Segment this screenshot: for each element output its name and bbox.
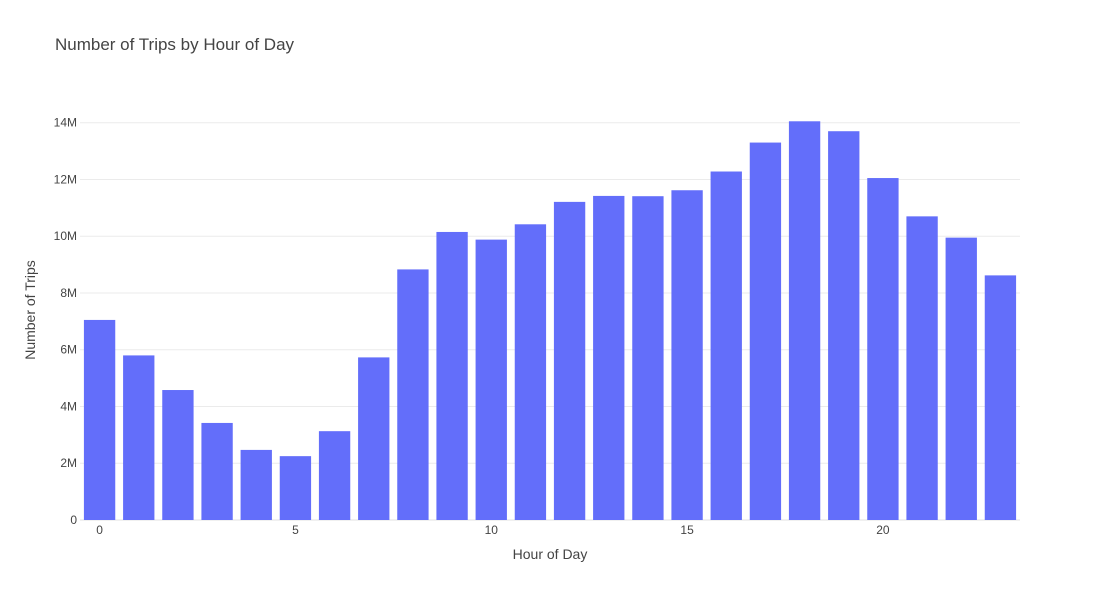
y-tick-label: 14M — [54, 116, 77, 130]
y-axis-ticks: 0 2M 4M 6M 8M 10M 12M 14M — [54, 116, 78, 527]
bar-hour-19[interactable] — [828, 131, 860, 520]
y-tick-label: 4M — [60, 399, 77, 413]
bar-hour-0[interactable] — [83, 319, 116, 520]
bar-hour-16[interactable] — [710, 171, 742, 520]
bar-hour-13[interactable] — [593, 195, 625, 520]
x-axis-ticks: 0 5 10 15 20 — [96, 523, 890, 537]
bar-hour-22[interactable] — [945, 237, 977, 520]
y-tick-label: 2M — [60, 456, 77, 470]
bar-hour-23[interactable] — [984, 275, 1017, 520]
grid-lines — [80, 122, 1020, 521]
bar-hour-1[interactable] — [123, 355, 155, 520]
y-tick-label: 12M — [54, 172, 77, 186]
bar-hour-3[interactable] — [201, 422, 233, 520]
chart-title: Number of Trips by Hour of Day — [55, 35, 295, 54]
bar-hour-17[interactable] — [749, 142, 782, 520]
x-tick-label: 20 — [876, 523, 890, 537]
x-tick-label: 5 — [292, 523, 299, 537]
x-axis-title: Hour of Day — [513, 546, 588, 562]
bar-hour-12[interactable] — [553, 201, 586, 521]
bar-hour-8[interactable] — [397, 269, 429, 520]
y-tick-label: 6M — [60, 343, 77, 357]
bar-hour-21[interactable] — [906, 216, 938, 520]
bar-hour-6[interactable] — [318, 431, 351, 520]
bar-hour-20[interactable] — [867, 178, 899, 521]
y-tick-label: 8M — [60, 286, 77, 300]
bar-hour-7[interactable] — [358, 357, 390, 520]
x-tick-label: 0 — [96, 523, 103, 537]
bar-hour-18[interactable] — [788, 121, 821, 520]
bar-hour-9[interactable] — [436, 231, 468, 520]
bar-hour-11[interactable] — [514, 224, 547, 520]
y-tick-label: 10M — [54, 229, 77, 243]
bar-hour-4[interactable] — [240, 449, 272, 520]
y-tick-label: 0 — [70, 513, 77, 527]
bar-hour-15[interactable] — [671, 190, 703, 521]
y-axis-title: Number of Trips — [22, 260, 38, 360]
bar-hour-2[interactable] — [162, 390, 194, 520]
bars — [83, 121, 1017, 521]
x-tick-label: 10 — [485, 523, 499, 537]
bar-hour-5[interactable] — [279, 456, 312, 520]
bar-hour-10[interactable] — [475, 239, 507, 520]
bar-hour-14[interactable] — [632, 196, 664, 520]
x-tick-label: 15 — [680, 523, 694, 537]
